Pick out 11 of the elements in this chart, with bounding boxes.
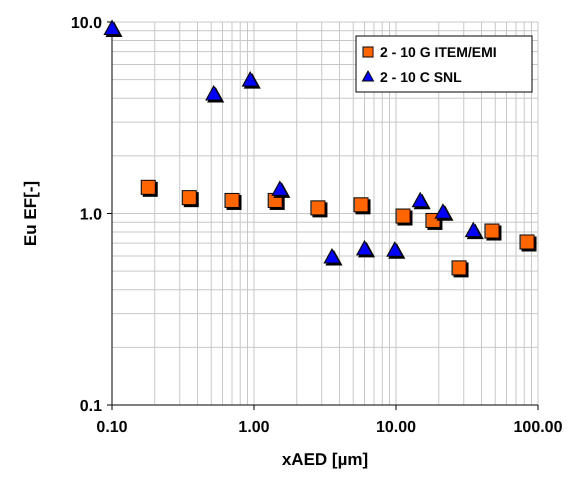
y-axis-title: Eu EF[-] [21, 180, 40, 246]
legend-label: 2 - 10 G ITEM/EMI [380, 44, 497, 60]
legend-label: 2 - 10 C SNL [380, 69, 462, 85]
x-tick-label: 10.00 [376, 419, 416, 436]
y-tick-label: 0.1 [80, 398, 102, 415]
x-tick-label: 100.00 [514, 419, 563, 436]
y-tick-label: 10.0 [70, 15, 102, 32]
x-axis-title: xAED [µm] [282, 450, 368, 469]
y-tick-label: 1.0 [80, 206, 102, 224]
x-tick-label: 1.00 [238, 419, 270, 436]
x-tick-label: 0.10 [96, 419, 128, 436]
